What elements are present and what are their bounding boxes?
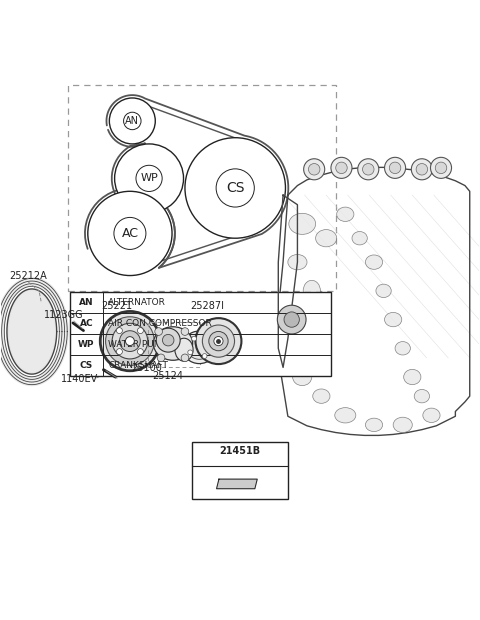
Ellipse shape: [352, 231, 367, 245]
Circle shape: [120, 330, 140, 352]
Circle shape: [309, 164, 320, 175]
Text: 25124: 25124: [153, 371, 184, 381]
Text: AC: AC: [80, 319, 93, 328]
Ellipse shape: [313, 389, 330, 404]
Circle shape: [331, 157, 352, 179]
Circle shape: [389, 162, 401, 174]
Circle shape: [106, 317, 154, 365]
Circle shape: [435, 162, 447, 174]
Circle shape: [209, 332, 228, 351]
Ellipse shape: [336, 207, 354, 221]
FancyBboxPatch shape: [68, 85, 336, 291]
Circle shape: [117, 348, 122, 355]
Ellipse shape: [335, 407, 356, 423]
Circle shape: [304, 159, 324, 180]
Circle shape: [157, 354, 165, 361]
Text: 25212A: 25212A: [10, 272, 48, 281]
Ellipse shape: [289, 213, 316, 234]
Circle shape: [185, 138, 286, 238]
Ellipse shape: [182, 331, 216, 363]
Text: 25100: 25100: [131, 363, 162, 373]
Ellipse shape: [376, 284, 391, 298]
Polygon shape: [216, 479, 257, 489]
Ellipse shape: [365, 255, 383, 269]
Text: 25221: 25221: [101, 301, 132, 311]
Ellipse shape: [316, 229, 336, 247]
Circle shape: [109, 98, 156, 144]
Circle shape: [112, 323, 148, 359]
Text: 25287I: 25287I: [191, 301, 225, 311]
Ellipse shape: [303, 280, 321, 301]
Ellipse shape: [187, 335, 212, 360]
Text: WP: WP: [140, 174, 158, 184]
Circle shape: [181, 328, 189, 335]
Ellipse shape: [384, 312, 402, 327]
Circle shape: [277, 305, 306, 334]
Circle shape: [206, 340, 211, 345]
Polygon shape: [0, 278, 68, 386]
Circle shape: [156, 328, 180, 352]
Text: AN: AN: [79, 298, 94, 308]
Circle shape: [155, 328, 162, 335]
Circle shape: [384, 157, 406, 179]
Circle shape: [117, 327, 122, 334]
Circle shape: [358, 159, 379, 180]
Bar: [192, 441, 288, 499]
Circle shape: [88, 192, 172, 275]
Circle shape: [188, 350, 192, 355]
Ellipse shape: [365, 418, 383, 432]
Text: 1123GG: 1123GG: [44, 310, 84, 320]
Ellipse shape: [423, 408, 440, 422]
Circle shape: [195, 318, 241, 364]
Text: CS: CS: [226, 181, 244, 195]
Circle shape: [284, 312, 300, 327]
Circle shape: [411, 159, 432, 180]
Circle shape: [362, 164, 374, 175]
Circle shape: [336, 162, 347, 174]
Circle shape: [181, 354, 189, 361]
Ellipse shape: [393, 417, 412, 433]
Ellipse shape: [292, 311, 313, 328]
Text: WATER PUMP: WATER PUMP: [108, 340, 167, 349]
Ellipse shape: [293, 368, 312, 386]
Ellipse shape: [303, 341, 321, 355]
Circle shape: [203, 325, 235, 357]
Text: 1140EV: 1140EV: [61, 374, 98, 384]
Ellipse shape: [395, 342, 410, 355]
Text: ALTERNATOR: ALTERNATOR: [108, 298, 166, 308]
Ellipse shape: [288, 254, 307, 270]
Ellipse shape: [414, 389, 430, 403]
Circle shape: [214, 337, 223, 346]
Polygon shape: [8, 290, 56, 373]
Text: 21451B: 21451B: [219, 446, 261, 456]
Ellipse shape: [175, 339, 193, 361]
Text: AN: AN: [125, 116, 139, 126]
Circle shape: [115, 144, 183, 213]
Circle shape: [125, 337, 134, 345]
Text: AC: AC: [121, 227, 138, 240]
Circle shape: [431, 157, 452, 179]
Circle shape: [416, 164, 428, 175]
Circle shape: [192, 336, 196, 341]
Text: WP: WP: [78, 340, 95, 349]
Ellipse shape: [154, 327, 192, 360]
Circle shape: [100, 311, 159, 371]
Circle shape: [137, 327, 144, 334]
Circle shape: [202, 353, 207, 358]
Text: CRANKSHAFT: CRANKSHAFT: [108, 361, 168, 370]
Text: AIR CON COMPRESSOR: AIR CON COMPRESSOR: [108, 319, 212, 328]
Circle shape: [162, 334, 174, 346]
Ellipse shape: [404, 370, 421, 384]
Bar: [70, 292, 331, 376]
Circle shape: [137, 348, 144, 355]
Text: CS: CS: [80, 361, 93, 370]
